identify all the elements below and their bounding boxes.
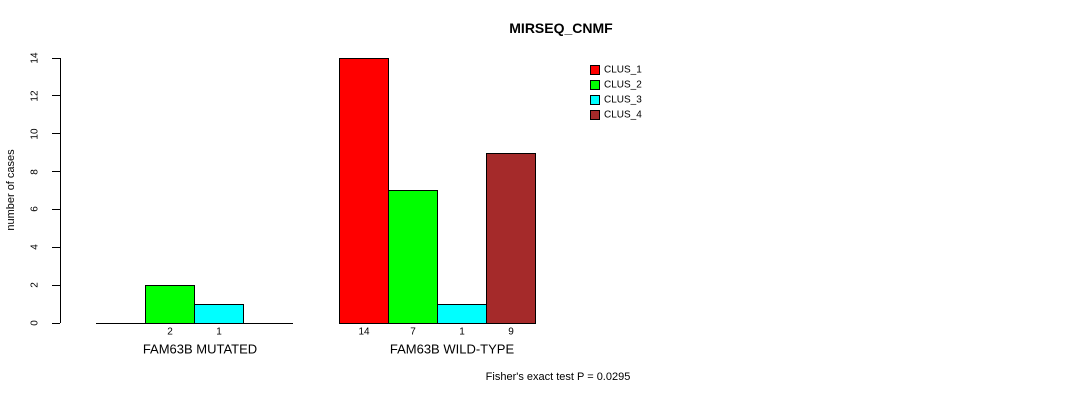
y-tick (52, 246, 60, 248)
y-tick (52, 284, 60, 286)
bar-value-label: 14 (358, 326, 370, 338)
legend-swatch-clus_4 (590, 110, 600, 120)
bar-value-label: 9 (508, 326, 514, 338)
bar-clus_4 (486, 153, 536, 324)
group-label: FAM63B WILD-TYPE (389, 341, 515, 357)
bar-zero-line-clus_1 (96, 323, 146, 324)
legend-label: CLUS_4 (604, 109, 642, 121)
y-tick (52, 133, 60, 135)
legend-swatch-clus_1 (590, 65, 600, 75)
pvalue-annotation: Fisher's exact test P = 0.0295 (485, 371, 631, 383)
bar-value-label: 1 (459, 326, 465, 338)
legend-label: CLUS_3 (604, 94, 642, 106)
legend-swatch-clus_3 (590, 95, 600, 105)
bar-value-label: 1 (216, 326, 222, 338)
bar-clus_1 (339, 58, 389, 324)
legend-swatch-clus_2 (590, 80, 600, 90)
y-tick (52, 57, 60, 59)
legend-label: CLUS_1 (604, 64, 642, 76)
bar-value-label: 7 (410, 326, 416, 338)
bar-clus_2 (388, 190, 438, 324)
legend-label: CLUS_2 (604, 79, 642, 91)
bar-zero-line-clus_4 (243, 323, 293, 324)
group-label: FAM63B MUTATED (142, 341, 258, 357)
chart-title: MIRSEQ_CNMF (509, 20, 613, 36)
y-tick (52, 208, 60, 210)
y-tick (52, 322, 60, 324)
y-axis-line (60, 58, 61, 323)
y-tick (52, 171, 60, 173)
bar-clus_3 (194, 304, 244, 324)
y-tick (52, 95, 60, 97)
bar-value-label: 2 (167, 326, 173, 338)
